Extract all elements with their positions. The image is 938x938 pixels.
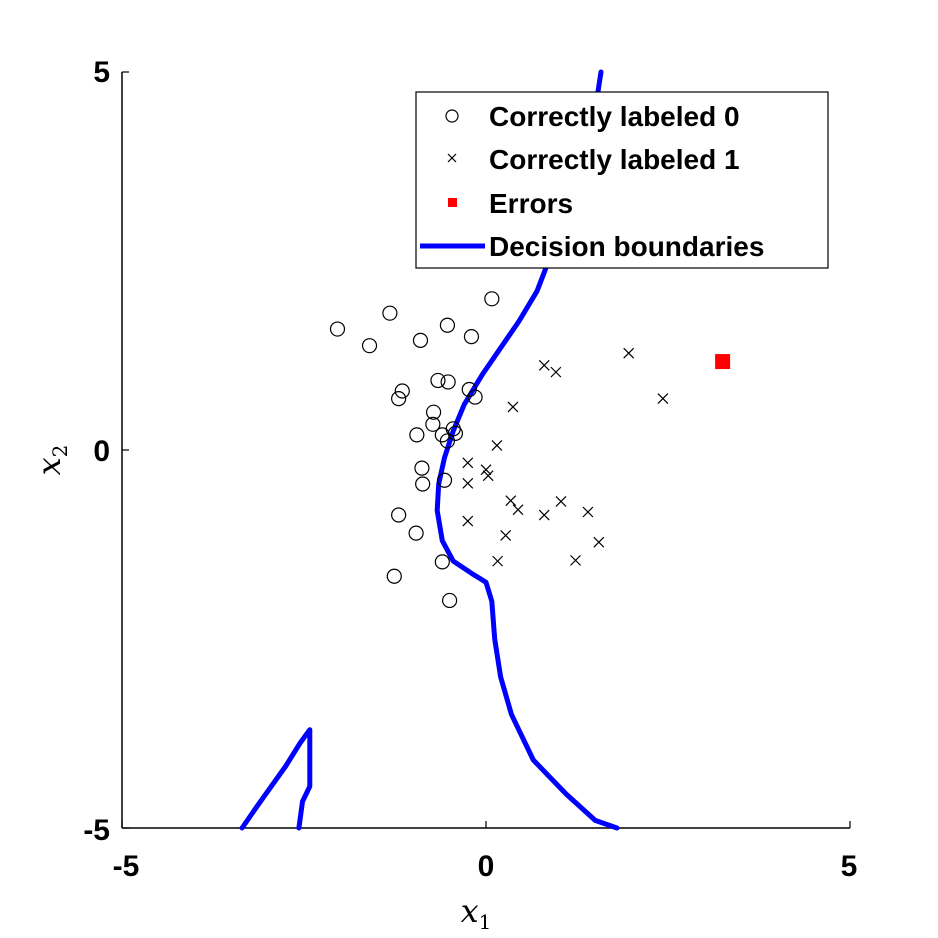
x-axis-label: x1	[461, 892, 492, 934]
class-1-point-7	[462, 457, 474, 469]
tick-labels: 5 0 -5 -5 0 5	[83, 56, 857, 883]
y-axis-label: x2	[30, 445, 72, 476]
legend-box	[415, 91, 829, 269]
class-0-point-2	[361, 338, 378, 354]
class-1-point-10	[462, 477, 474, 489]
class-0-point-5	[439, 317, 456, 333]
class-0-point-13	[467, 389, 483, 405]
x-tick-label-right: 5	[841, 850, 858, 883]
y-axis-label-sub: 2	[48, 445, 72, 458]
class-0-point-27	[386, 568, 402, 584]
class-1-point-3	[550, 366, 562, 378]
legend-label-boundaries: Decision boundaries	[489, 231, 764, 262]
class-1-point-8	[480, 464, 492, 476]
class-0-point-20	[439, 433, 456, 449]
legend-circle-marker	[445, 109, 459, 123]
legend-label-errors: Errors	[489, 188, 573, 219]
y-tick-label-top: 5	[93, 56, 110, 89]
class-0-point-10	[430, 372, 446, 389]
class-1-point-2	[538, 359, 550, 371]
class-0-point-25	[408, 525, 424, 541]
y-tick-label-bottom: -5	[83, 814, 110, 847]
class-1-point-17	[500, 530, 512, 541]
class-0-point-11	[440, 374, 456, 390]
class-1-point-14	[538, 509, 550, 521]
class-0-point-23	[436, 472, 453, 488]
class-0-point-9	[391, 390, 407, 407]
class-0-point-16	[409, 427, 425, 443]
legend-x-marker	[447, 153, 457, 163]
class-0-point-6	[463, 329, 480, 345]
class-0-point-14	[425, 404, 442, 420]
x-axis-label-main: x	[461, 892, 479, 930]
x-tick-label-left: -5	[113, 850, 140, 883]
legend: Correctly labeled 0 Correctly labeled 1 …	[415, 91, 829, 269]
legend-label-labeled-0: Correctly labeled 0	[489, 101, 740, 132]
data-markers	[329, 291, 731, 609]
class-1-point-16	[462, 515, 474, 527]
class-1-point-12	[512, 504, 524, 516]
class-1-point-20	[570, 554, 581, 566]
legend-square-marker	[448, 198, 457, 207]
class-0-point-22	[415, 476, 431, 492]
class-1-point-13	[555, 495, 567, 507]
class-1-point-6	[491, 440, 503, 451]
class-1-point-19	[492, 555, 504, 567]
class-0-point-12	[461, 381, 477, 398]
class-1-point-1	[623, 347, 635, 359]
class-1-point-15	[582, 506, 594, 518]
class-0-point-21	[414, 460, 430, 476]
class-0-point-19	[447, 425, 464, 441]
class-0-point-8	[394, 383, 410, 399]
error-point-1	[715, 354, 731, 370]
decision-boundary-line-2	[239, 727, 313, 831]
class-0-point-4	[412, 332, 429, 348]
class-1-point-18	[593, 536, 605, 548]
class-0-point-1	[329, 321, 346, 337]
x-axis-label-sub: 1	[479, 910, 492, 934]
y-tick-label-middle: 0	[93, 435, 110, 468]
legend-label-labeled-1: Correctly labeled 1	[489, 144, 740, 175]
class-1-point-5	[507, 401, 519, 413]
class-0-point-3	[382, 305, 398, 321]
class-1-point-9	[482, 470, 494, 482]
class-0-point-24	[391, 507, 407, 523]
class-1-point-4	[657, 393, 669, 405]
class-1-point-11	[505, 495, 517, 507]
x-tick-label-middle: 0	[478, 850, 495, 883]
axis-ticks	[121, 71, 851, 829]
class-0-point-15	[425, 416, 441, 432]
class-0-point-7	[484, 291, 500, 307]
class-0-point-26	[434, 554, 450, 570]
class-0-point-28	[442, 592, 458, 609]
y-axis-label-main: x	[30, 457, 68, 475]
